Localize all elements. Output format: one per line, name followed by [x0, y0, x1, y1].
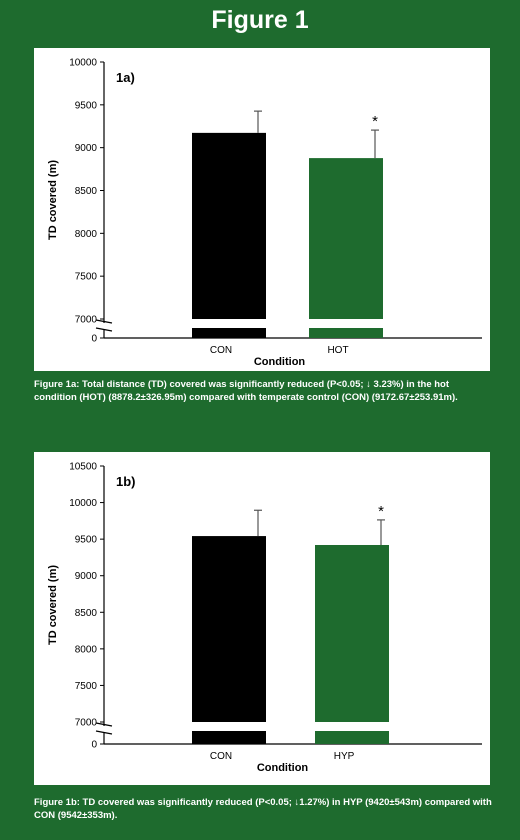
x-tick-label-1b: HYP [334, 751, 355, 762]
caption-1a: Figure 1a: Total distance (TD) covered w… [34, 379, 458, 403]
significance-marker-1b: * [378, 503, 384, 520]
x-tick-label-1a: HOT [327, 345, 348, 356]
y-axis-label-1b: TD covered (m) [47, 565, 59, 645]
y-tick-label-1a: 8000 [75, 229, 98, 240]
y-tick-label-1a: 0 [91, 334, 97, 345]
panel-label-1a: 1a) [116, 70, 135, 85]
bar-stub-con-1a [192, 328, 266, 338]
chart-panel-1a: 10000 9500 9000 8500 8000 7500 7000 0 TD covered… [34, 48, 490, 371]
bar-chart-1b: 10500 10000 9500 9000 8500 8000 7500 7000 0 TD co… [47, 462, 482, 774]
y-tick-label-1b: 7000 [75, 718, 98, 729]
y-tick-label-1a: 7000 [75, 315, 98, 326]
bar-chart-1a: 10000 9500 9000 8500 8000 7500 7000 0 TD covered… [47, 58, 482, 368]
y-tick-label-1a: 9500 [75, 100, 98, 111]
bar-hot-1a [309, 158, 383, 319]
caption-1b: Figure 1b: TD covered was significantly … [34, 797, 492, 821]
y-tick-label-1a: 8500 [75, 186, 98, 197]
significance-marker-1a: * [372, 113, 378, 130]
y-tick-label-1b: 0 [91, 740, 97, 751]
chart-panel-1b: 10500 10000 9500 9000 8500 8000 7500 7000 0 TD co… [34, 452, 490, 785]
y-tick-label-1b: 9500 [75, 535, 98, 546]
bar-con-1a [192, 132, 266, 319]
bar-hyp-1b [315, 544, 389, 722]
y-tick-label-1b: 10500 [69, 462, 97, 473]
panel-label-1b: 1b) [116, 474, 136, 489]
bar-con-1b [192, 536, 266, 722]
y-tick-label-1b: 10000 [69, 498, 97, 509]
y-tick-label-1a: 7500 [75, 272, 98, 283]
axis-break-mark-1b [95, 722, 113, 727]
bar-stub-hot-1a [309, 328, 383, 338]
x-axis-label-1b: Condition [257, 762, 309, 774]
bar-stub-con-1b [192, 731, 266, 744]
y-axis-label-1a: TD covered (m) [47, 160, 59, 240]
axis-break-mark-1a [95, 319, 113, 324]
y-tick-label-1b: 8500 [75, 608, 98, 619]
y-tick-label-1a: 10000 [69, 58, 97, 69]
y-tick-label-1b: 9000 [75, 571, 98, 582]
y-tick-label-1b: 7500 [75, 681, 98, 692]
axis-break-mark-1b [95, 730, 113, 735]
axis-break-mark-1a [95, 327, 113, 332]
x-axis-label-1a: Condition [254, 356, 306, 368]
x-tick-label-1a: CON [210, 345, 232, 356]
y-tick-label-1b: 8000 [75, 644, 98, 655]
y-tick-label-1a: 9000 [75, 143, 98, 154]
bar-stub-hyp-1b [315, 731, 389, 744]
figure-title: Figure 1 [211, 6, 309, 34]
x-tick-label-1b: CON [210, 751, 232, 762]
